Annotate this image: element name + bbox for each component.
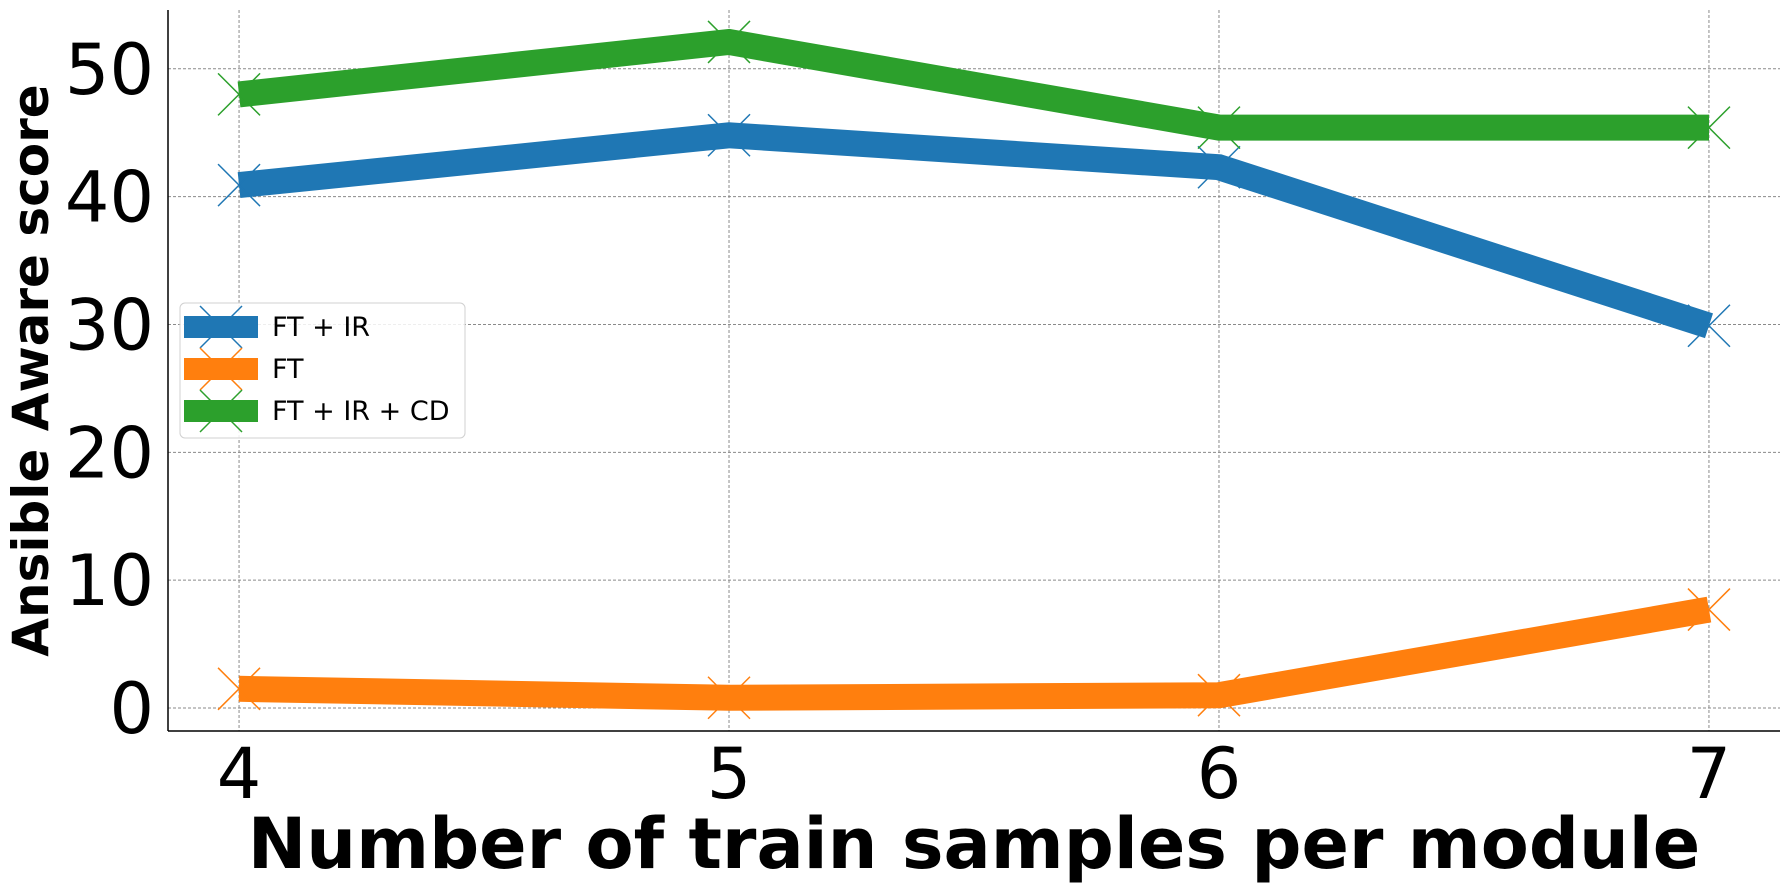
legend-marker xyxy=(199,305,243,349)
legend-item: FT + IR xyxy=(184,305,370,349)
data-point-marker xyxy=(707,20,751,64)
y-tick-label: 20 xyxy=(65,412,154,494)
series-line xyxy=(237,28,1709,141)
y-axis-title: Ansible Aware score xyxy=(2,84,60,656)
data-point-marker xyxy=(1197,145,1241,189)
tick-labels: 4 5 6 7 0 10 20 30 40 50 xyxy=(65,29,1731,815)
legend-label: FT xyxy=(272,354,304,385)
x-tick-label: 4 xyxy=(217,733,262,815)
x-tick-label: 5 xyxy=(707,733,752,815)
legend-marker xyxy=(199,389,243,433)
data-point-marker xyxy=(217,163,261,207)
series-line xyxy=(238,596,1712,711)
legend-label: FT + IR xyxy=(272,312,370,343)
series-group xyxy=(217,113,1731,348)
data-point-marker xyxy=(217,667,261,711)
data-point-marker xyxy=(1687,588,1731,632)
legend-marker xyxy=(199,347,243,391)
series-layer xyxy=(217,20,1731,720)
y-tick-label: 30 xyxy=(65,284,154,366)
y-tick-label: 40 xyxy=(65,157,154,239)
y-tick-label: 10 xyxy=(65,540,154,622)
data-point-marker xyxy=(217,72,261,116)
data-point-marker xyxy=(707,676,751,720)
data-point-marker xyxy=(707,113,751,157)
series-group xyxy=(217,588,1731,720)
legend: FT + IR FT FT + IR + CD xyxy=(179,302,466,439)
x-axis-title: Number of train samples per module xyxy=(248,803,1701,885)
legend-item: FT + IR + CD xyxy=(184,389,450,433)
x-tick-label: 6 xyxy=(1197,733,1242,815)
data-point-marker xyxy=(1687,304,1731,348)
legend-label: FT + IR + CD xyxy=(272,396,450,427)
data-point-marker xyxy=(1687,106,1731,150)
y-tick-label: 0 xyxy=(109,668,154,750)
series-group xyxy=(217,20,1731,150)
data-point-marker xyxy=(1197,673,1241,717)
series-line xyxy=(237,122,1714,339)
legend-item: FT xyxy=(184,347,304,391)
x-tick-label: 7 xyxy=(1687,733,1732,815)
data-point-marker xyxy=(1197,106,1241,150)
axes xyxy=(167,10,1780,732)
y-tick-label: 50 xyxy=(65,29,154,111)
